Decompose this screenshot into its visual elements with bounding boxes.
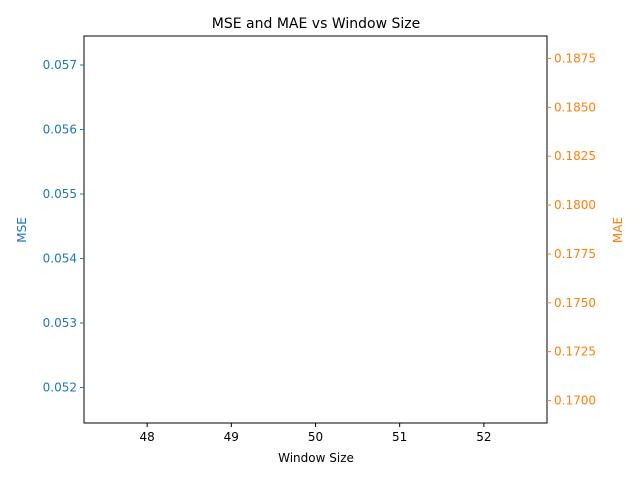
y-right-tick-label: 0.1825 xyxy=(554,149,596,163)
plot-area xyxy=(83,35,548,424)
y-right-tick-label: 0.1850 xyxy=(554,100,596,114)
y-right-axis-ticks: 0.1700 0.1725 0.1750 0.1775 0.1800 0.1825 0.18… xyxy=(547,51,596,408)
x-axis-ticks: 48 49 50 51 52 xyxy=(139,423,492,444)
x-tick-label: 50 xyxy=(308,430,323,444)
x-tick-label: 49 xyxy=(224,430,239,444)
y-left-tick-label: 0.057 xyxy=(43,58,77,72)
y-right-tick-label: 0.1875 xyxy=(554,51,596,65)
y-left-tick-label: 0.054 xyxy=(43,252,77,266)
y-left-axis-label: MSE xyxy=(15,217,29,243)
y-right-tick-label: 0.1725 xyxy=(554,345,596,359)
x-axis-label: Window Size xyxy=(278,451,354,465)
x-tick-label: 52 xyxy=(476,430,491,444)
y-left-axis-ticks: 0.052 0.053 0.054 0.055 0.056 0.057 xyxy=(43,58,84,395)
y-right-tick-label: 0.1750 xyxy=(554,296,596,310)
x-tick-label: 51 xyxy=(392,430,407,444)
x-tick-label: 48 xyxy=(139,430,154,444)
y-right-axis-label: MAE xyxy=(611,217,625,243)
plot-frame xyxy=(83,35,548,424)
y-left-tick-label: 0.055 xyxy=(43,187,77,201)
y-right-tick-label: 0.1700 xyxy=(554,394,596,408)
y-right-tick-label: 0.1775 xyxy=(554,247,596,261)
y-right-tick-label: 0.1800 xyxy=(554,198,596,212)
y-left-tick-label: 0.052 xyxy=(43,381,77,395)
chart-title: MSE and MAE vs Window Size xyxy=(212,16,420,32)
y-left-tick-label: 0.053 xyxy=(43,316,77,330)
y-left-tick-label: 0.056 xyxy=(43,123,77,137)
